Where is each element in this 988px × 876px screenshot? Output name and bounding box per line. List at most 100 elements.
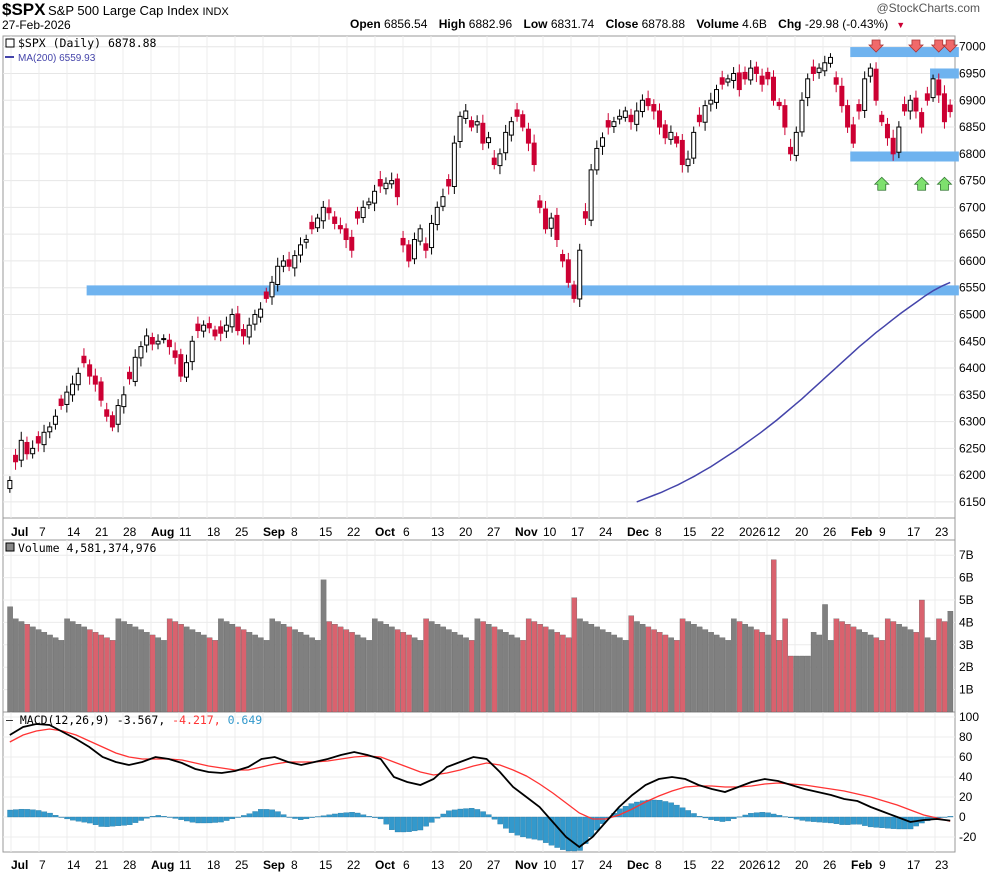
candle-up [748, 67, 754, 81]
macd-histogram-bar [252, 811, 258, 818]
volume-bar [201, 634, 207, 713]
candle-down [628, 114, 634, 123]
volume-bar [178, 624, 184, 713]
volume-bar [611, 634, 617, 713]
x-tick-label: 10 [543, 525, 557, 539]
macd-histogram-bar [725, 816, 731, 822]
macd-histogram-bar [503, 816, 509, 829]
candle-up [622, 110, 628, 118]
volume-bar [634, 621, 640, 713]
price-tick-label: 6700 [959, 200, 986, 214]
volume-bar [229, 624, 236, 713]
candle-up [201, 324, 207, 332]
macd-histogram-bar [372, 816, 378, 818]
candle-down [195, 323, 201, 332]
x-tick-label: 15 [683, 858, 697, 872]
resistance-arrow-down-icon [907, 39, 924, 53]
candle-up [132, 356, 138, 382]
candle-down [423, 243, 429, 251]
volume-bar [87, 629, 93, 713]
macd-histogram-bar [679, 807, 686, 818]
candle-up [548, 217, 554, 229]
volume-bar [645, 626, 652, 713]
x-tick-label: 24 [599, 525, 613, 539]
candle-down [890, 137, 896, 155]
macd-histogram-bar [810, 816, 817, 822]
volume-bar [668, 637, 674, 713]
volume-bar [674, 640, 680, 713]
x-tick-label: 2026 [739, 858, 766, 872]
candle-down [491, 157, 497, 166]
volume-legend-swatch [5, 542, 15, 552]
macd-histogram-bar [742, 814, 748, 818]
candle-up [115, 405, 121, 425]
candle-down [104, 409, 110, 417]
candle-down [212, 329, 218, 337]
macd-histogram-bar [480, 811, 486, 818]
macd-histogram-bar [674, 804, 680, 818]
macd-histogram-bar [280, 814, 287, 818]
volume-bar [919, 599, 925, 713]
macd-histogram-bar [856, 816, 862, 825]
low-value: 6831.74 [550, 17, 595, 31]
volume-bar [360, 637, 367, 713]
candle-up [816, 67, 822, 73]
volume-bar [702, 629, 709, 713]
price-tick-label: 6800 [959, 147, 986, 161]
x-tick-label: 13 [431, 525, 445, 539]
volume-bar [770, 559, 777, 713]
candle-up [907, 99, 913, 112]
macd-histogram-bar [383, 816, 389, 825]
price-tick-label: 6650 [959, 227, 986, 241]
macd-histogram-bar [776, 815, 783, 818]
macd-histogram-bar [782, 816, 788, 818]
macd-histogram-bar [822, 816, 828, 823]
x-tick-label: 7 [39, 858, 46, 872]
candle-up [292, 255, 298, 269]
candle-down [753, 66, 759, 74]
candle-up [725, 78, 731, 83]
x-tick-label: 28 [123, 525, 137, 539]
macd-histogram-bar [195, 816, 201, 824]
macd-histogram-bar [736, 816, 743, 818]
macd-histogram-bar [759, 812, 766, 818]
x-tick-label: 17 [571, 858, 585, 872]
macd-histogram-bar [753, 812, 760, 818]
macd-histogram-bar [35, 810, 42, 818]
resistance-arrow-down-icon [942, 39, 959, 53]
volume-bar [839, 621, 845, 713]
volume-bar [166, 618, 173, 713]
candle-down [172, 350, 178, 358]
volume-bar [263, 640, 270, 713]
candle-down [560, 254, 566, 262]
candle-down [884, 123, 890, 139]
macd-tick-label: -20 [959, 830, 977, 844]
volume-bar [862, 632, 868, 713]
volume-bar [389, 626, 395, 713]
x-tick-label: Sep [263, 858, 285, 872]
macd-histogram-bar [377, 816, 384, 820]
volume-bar [138, 629, 144, 713]
macd-histogram-bar [879, 816, 885, 828]
price-tick-label: 7000 [959, 40, 986, 54]
volume-bar [947, 611, 954, 713]
candle-up [411, 239, 417, 260]
volume-bar [161, 640, 167, 713]
volume-bar [275, 621, 281, 713]
macd-histogram-bar [691, 813, 697, 818]
macd-histogram-bar [400, 816, 407, 833]
volume-bar [286, 626, 293, 713]
volume-bar [486, 624, 492, 713]
macd-histogram-bar [30, 809, 36, 818]
candle-up [41, 431, 47, 446]
candle-down [514, 109, 520, 117]
change-value: -29.98 (-0.43%) [804, 17, 889, 31]
volume-bar [189, 629, 196, 713]
macd-histogram-bar [115, 816, 122, 826]
candle-up [714, 89, 719, 103]
candle-up [434, 206, 440, 226]
candle-down [873, 68, 879, 101]
candle-up [702, 105, 708, 123]
macd-histogram-bar [520, 816, 526, 838]
volume-tick-label: 1B [959, 683, 974, 697]
